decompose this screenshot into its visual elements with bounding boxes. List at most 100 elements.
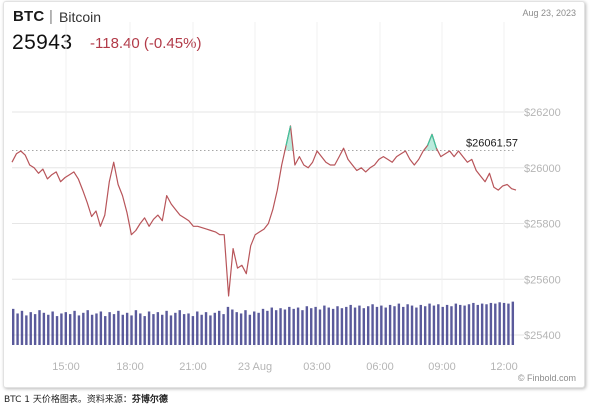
volume-bar <box>415 307 418 345</box>
volume-bar <box>384 307 387 345</box>
volume-bar <box>454 303 458 345</box>
volume-bar <box>305 306 309 345</box>
volume-bar <box>502 302 506 345</box>
volume-bar <box>235 312 238 345</box>
volume-bar <box>217 310 221 345</box>
volume-bar <box>485 304 488 345</box>
volume-bar <box>77 315 81 345</box>
volume-bar <box>288 306 291 345</box>
volume-bar <box>200 314 203 345</box>
title-separator: | <box>49 8 53 25</box>
volume-bar <box>95 313 98 345</box>
volume-bar <box>178 310 181 345</box>
volume-bar <box>410 305 414 345</box>
volume-bar <box>248 314 252 345</box>
x-tick-label: 21:00 <box>179 361 207 373</box>
volume-bar <box>130 315 133 345</box>
volume-bar <box>450 306 453 345</box>
volume-bar <box>270 307 273 345</box>
volume-bar <box>38 310 41 345</box>
volume-bar <box>253 311 256 345</box>
x-tick-label: 03:00 <box>303 361 331 373</box>
volume-bar <box>147 311 151 345</box>
volume-bar <box>511 301 515 345</box>
volume-bar <box>226 306 230 345</box>
volume-bar <box>380 305 383 345</box>
volume-bar <box>143 316 146 345</box>
volume-bar <box>432 305 436 345</box>
volume-bar <box>397 303 401 345</box>
volume-bar <box>437 304 440 345</box>
volume-bar <box>125 312 129 345</box>
watermark: © Finbold.com <box>517 373 576 383</box>
volume-bar <box>441 306 444 345</box>
x-tick-label: 18:00 <box>116 361 144 373</box>
volume-bar <box>108 312 111 345</box>
volume-bar <box>463 305 466 345</box>
price-line <box>11 125 517 297</box>
y-tick-label: $25600 <box>524 274 561 286</box>
volume-bar <box>47 314 50 345</box>
volume-bar <box>279 308 282 345</box>
volume-bar <box>366 306 370 345</box>
volume-bar <box>402 306 405 345</box>
volume-bar <box>362 308 366 345</box>
volume-bar <box>33 314 37 345</box>
volume-bar <box>375 306 379 345</box>
x-tick-label: 15:00 <box>52 361 80 373</box>
volume-bar <box>301 310 304 345</box>
volume-bar <box>165 310 168 345</box>
y-tick-label: $26200 <box>524 107 561 119</box>
volume-bar <box>222 314 225 345</box>
caption-text: BTC 1 天价格图表。资料来源： <box>4 395 132 405</box>
volume-bar <box>445 304 449 345</box>
x-tick-label: 23 Aug <box>238 361 272 373</box>
volume-bar <box>310 308 313 345</box>
volume-bar <box>12 308 15 345</box>
volume-bar <box>261 308 265 345</box>
volume-bar <box>331 308 335 345</box>
volume-bar <box>209 315 212 345</box>
volume-bar <box>90 314 94 345</box>
volume-bar <box>152 314 155 345</box>
volume-bar <box>498 302 501 345</box>
volume-bar <box>182 314 186 345</box>
volume-bar <box>161 314 164 345</box>
volume-bar <box>472 302 475 345</box>
volume-bar <box>467 304 471 345</box>
volume-bar <box>371 304 374 345</box>
volume-bar <box>25 315 28 345</box>
volume-bar <box>314 306 317 345</box>
volume-bar <box>29 312 32 345</box>
volume-bar <box>296 307 300 345</box>
volume-bar <box>239 313 243 345</box>
volume-bar <box>428 303 431 345</box>
volume-bar <box>406 304 409 345</box>
image-caption: BTC 1 天价格图表。资料来源：芬博尔德 <box>4 392 168 405</box>
current-price: 25943 <box>12 31 73 54</box>
volume-bar <box>104 316 107 345</box>
volume-bar <box>64 312 67 345</box>
volume-bar <box>60 313 63 345</box>
volume-bar <box>68 314 72 345</box>
volume-bar <box>257 312 260 345</box>
volume-bar <box>318 309 322 345</box>
volume-bar <box>73 310 76 345</box>
volume-bar <box>349 304 352 345</box>
volume-bar <box>340 308 344 345</box>
volume-bar <box>345 306 348 345</box>
volume-bar <box>231 309 234 345</box>
volume-bar <box>393 306 396 345</box>
y-tick-label: $25800 <box>524 219 561 231</box>
volume-bar <box>476 304 479 345</box>
volume-bar <box>244 310 247 345</box>
volume-bar <box>494 303 497 345</box>
caption-source: 芬博尔德 <box>131 395 168 405</box>
volume-bar <box>174 312 177 345</box>
chart-card: BTC | Bitcoin Aug 23, 2023 25943 -118.40… <box>3 1 585 388</box>
volume-bar <box>156 312 160 345</box>
volume-bar <box>419 304 422 345</box>
volume-bar <box>86 310 89 345</box>
volume-bar <box>388 304 392 345</box>
volume-bar <box>283 309 287 345</box>
